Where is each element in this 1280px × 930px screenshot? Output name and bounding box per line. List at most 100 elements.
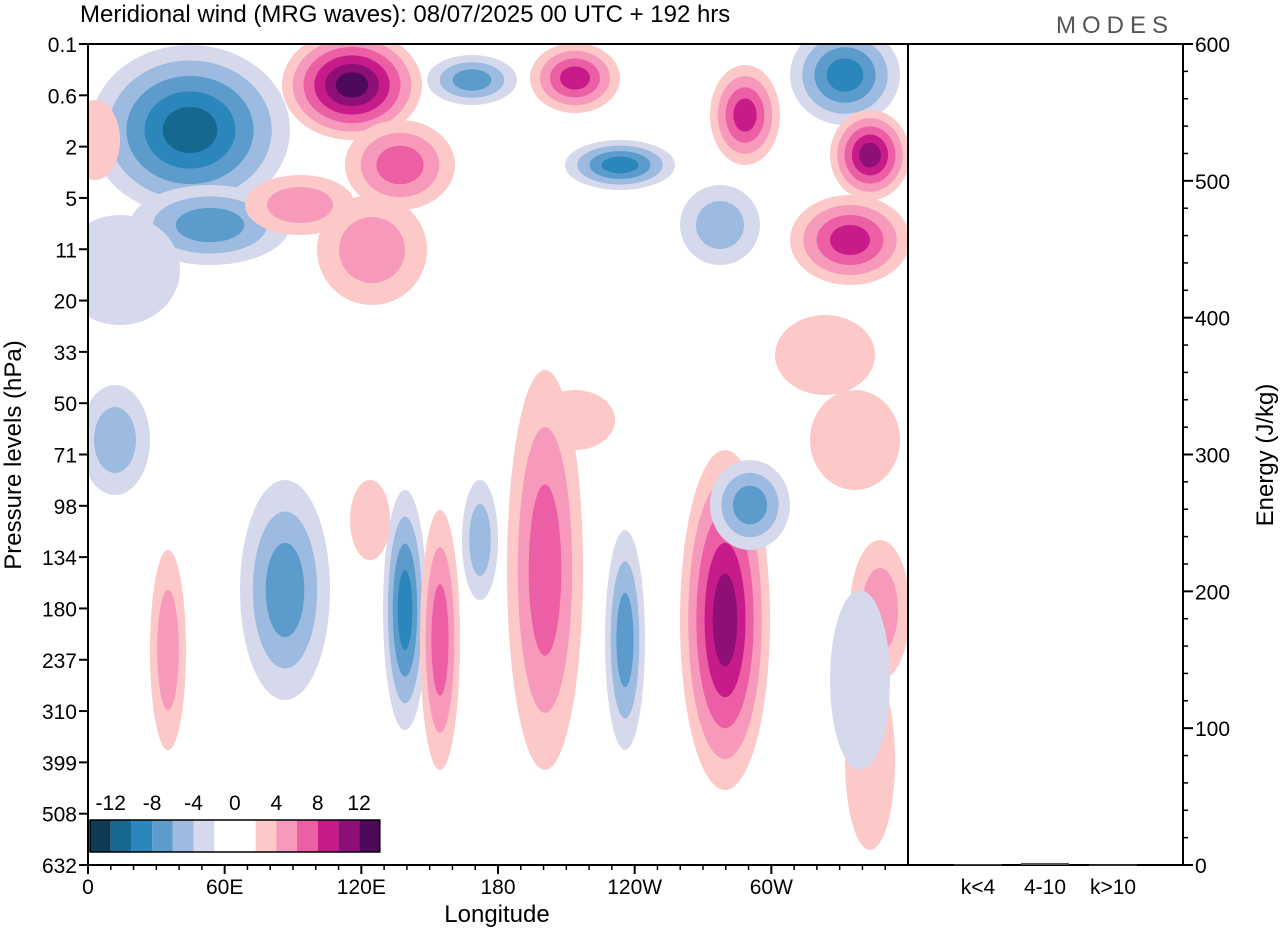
colorbar-label: 8 [312, 792, 324, 815]
colorbar-label: -8 [143, 792, 162, 815]
positive-anomaly [830, 110, 908, 200]
colorbar-label: -4 [184, 792, 203, 815]
y-tick-label: 71 [54, 445, 77, 468]
chart-title: Meridional wind (MRG waves): 08/07/2025 … [80, 1, 730, 28]
y-tick-label: 134 [42, 547, 77, 570]
colorbar-swatch [276, 820, 297, 852]
y-axis-label: Pressure levels (hPa) [0, 340, 27, 569]
contour-band [350, 480, 390, 560]
negative-anomaly [790, 44, 900, 125]
positive-anomaly [88, 100, 120, 180]
contour-band [733, 98, 757, 132]
negative-anomaly [383, 490, 427, 730]
energy-categories: k<4 4-10 k>10 [961, 876, 1136, 899]
colorbar-swatch [234, 820, 256, 852]
y-tick-label: 310 [42, 701, 77, 724]
contour-band [528, 484, 562, 656]
contour-band [696, 201, 744, 249]
colorbar-label: 0 [229, 792, 241, 815]
contour-band [88, 215, 180, 325]
colorbar-swatch [317, 820, 339, 852]
contour-band [267, 187, 333, 223]
positive-anomaly [150, 550, 186, 750]
y-tick-label: 2 [65, 137, 77, 160]
negative-anomaly [88, 215, 180, 325]
y-tick-label: 399 [42, 752, 77, 775]
heatmap [87, 43, 909, 866]
negative-anomaly [710, 460, 790, 550]
colorbar: -12 -8 -4 0 4 8 12 [89, 792, 381, 853]
energy-axis-label: Energy (J/kg) [1252, 384, 1279, 527]
colorbar-swatch [131, 820, 153, 852]
energy-bar [1089, 864, 1137, 866]
contour-band [560, 66, 590, 90]
contour-band [826, 58, 864, 92]
colorbar-label: -12 [96, 792, 126, 815]
y-tick-label: 632 [42, 855, 77, 878]
positive-anomaly [810, 390, 900, 490]
positive-anomaly [775, 315, 875, 395]
energy-category-label: 4-10 [1024, 876, 1066, 899]
energy-frame [907, 43, 1184, 866]
x-axis: 0 60E 120E 180 120W 60W [82, 865, 886, 899]
negative-anomaly [605, 530, 645, 750]
x-axis-label: Longitude [444, 901, 549, 928]
energy-tick-label: 600 [1195, 34, 1230, 57]
contour-band [452, 69, 492, 91]
energy-tick-label: 200 [1195, 581, 1230, 604]
colorbar-label: 12 [347, 792, 370, 815]
colorbar-swatch [255, 820, 277, 852]
wind-field [88, 44, 908, 850]
contour-band [712, 573, 738, 667]
contour-band [94, 407, 136, 473]
energy-axis: 0 100 200 300 400 500 600 [1183, 34, 1230, 878]
energy-tick-label: 500 [1195, 171, 1230, 194]
colorbar-swatch [214, 820, 235, 852]
y-tick-label: 50 [54, 393, 77, 416]
negative-anomaly [88, 385, 150, 495]
colorbar-swatch [110, 820, 132, 852]
negative-anomaly [240, 480, 330, 700]
energy-tick-label: 400 [1195, 308, 1230, 331]
positive-anomaly [680, 450, 770, 790]
colorbar-swatch [297, 820, 318, 852]
contour-band [830, 590, 890, 770]
negative-anomaly [90, 45, 290, 215]
positive-anomaly [282, 44, 422, 140]
positive-anomaly [345, 120, 455, 210]
colorbar-swatch [193, 820, 215, 852]
contour-band [616, 592, 634, 688]
x-tick-label: 60E [206, 876, 243, 899]
positive-anomaly [710, 65, 780, 165]
y-tick-label: 237 [42, 650, 77, 673]
colorbar-swatch [152, 820, 173, 852]
positive-anomaly [350, 480, 390, 560]
energy-category-label: k<4 [961, 876, 996, 899]
x-tick-label: 0 [82, 876, 94, 899]
energy-category-label: k>10 [1090, 876, 1136, 899]
colorbar-label: 4 [270, 792, 282, 815]
contour-band [157, 590, 179, 710]
contour-band [162, 106, 218, 154]
contour-band [431, 584, 449, 696]
contour-band [601, 156, 639, 174]
contour-band [810, 390, 900, 490]
positive-anomaly [790, 195, 908, 285]
energy-bar [1021, 862, 1069, 865]
contour-band [397, 570, 413, 650]
x-tick-label: 60W [750, 876, 793, 899]
y-tick-label: 0.1 [48, 34, 77, 57]
contour-band [335, 72, 369, 98]
x-tick-label: 120E [337, 876, 386, 899]
contour-band [775, 315, 875, 395]
contour-band [88, 100, 120, 180]
contour-band [339, 217, 405, 283]
y-tick-label: 0.6 [48, 85, 77, 108]
colorbar-swatch [90, 820, 111, 852]
x-tick-label: 180 [480, 876, 515, 899]
colorbar-swatch [172, 820, 194, 852]
x-tick-label: 120W [607, 876, 662, 899]
negative-anomaly [565, 140, 675, 190]
y-tick-label: 11 [55, 239, 77, 262]
